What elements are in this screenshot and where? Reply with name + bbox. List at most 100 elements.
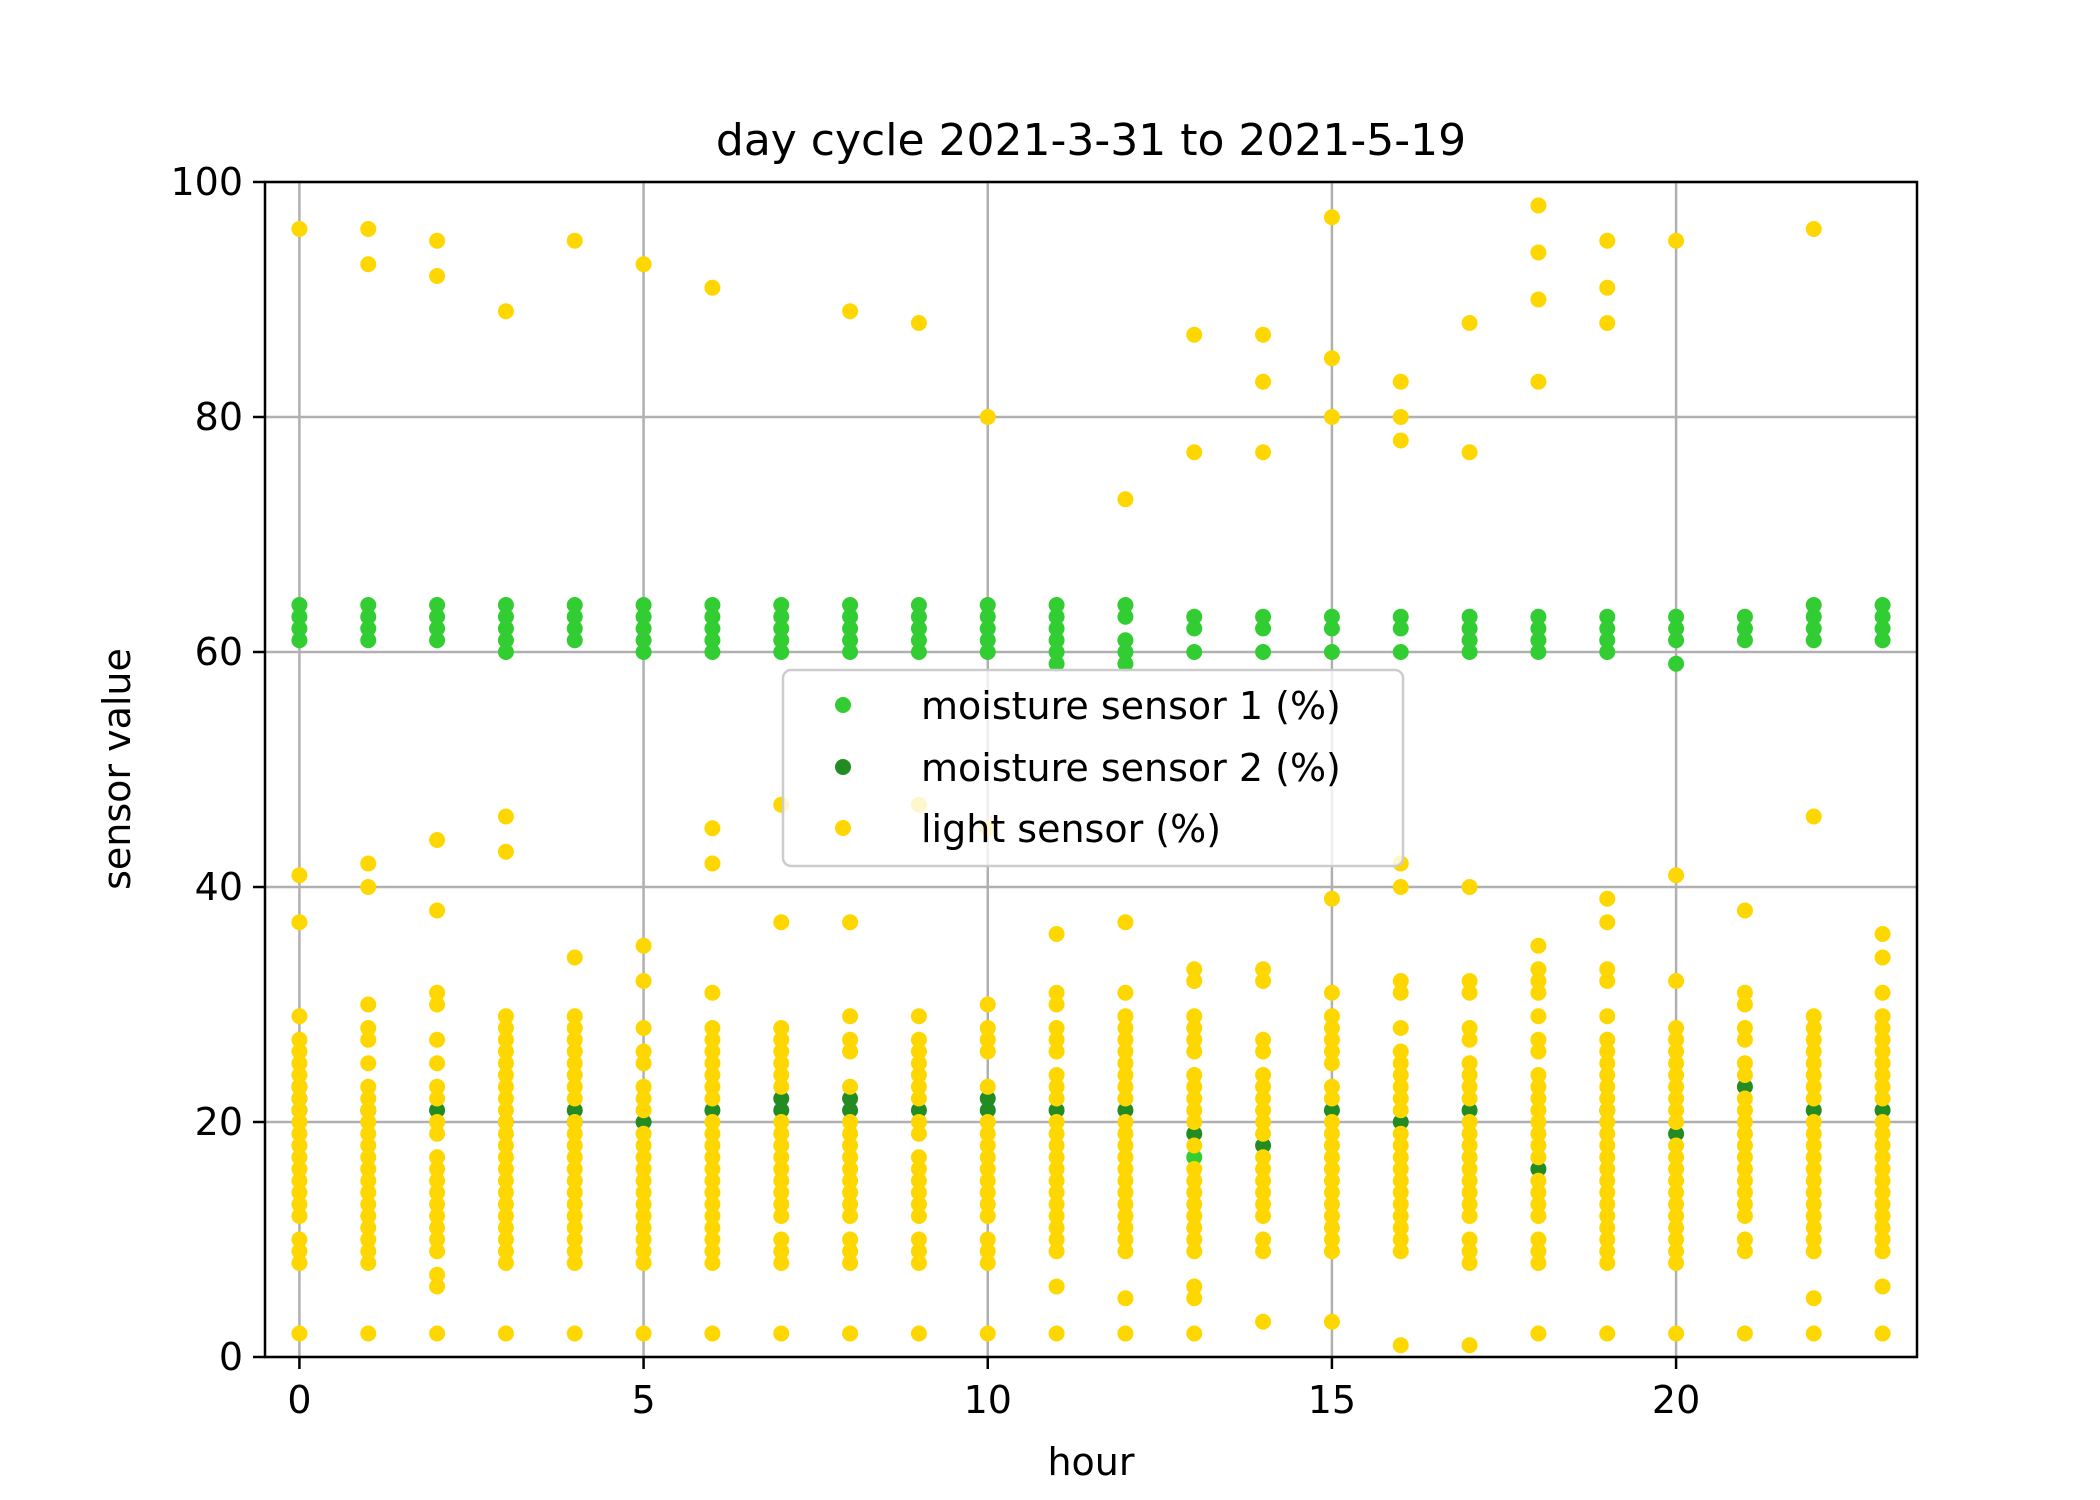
data-point xyxy=(1255,444,1272,461)
data-point xyxy=(1874,1125,1891,1142)
data-point xyxy=(1323,1208,1340,1224)
data-point xyxy=(1392,1219,1409,1236)
data-point xyxy=(360,1196,377,1213)
data-point xyxy=(291,1137,308,1154)
data-point xyxy=(497,1149,514,1166)
data-point xyxy=(1392,1337,1409,1354)
data-point xyxy=(979,1078,996,1095)
data-point xyxy=(360,256,377,273)
data-point xyxy=(360,1325,377,1342)
data-point xyxy=(1599,1219,1616,1236)
data-point xyxy=(1668,632,1685,649)
data-point xyxy=(910,1196,927,1213)
data-point xyxy=(1461,1102,1478,1119)
data-point xyxy=(360,1114,377,1130)
data-point xyxy=(773,1208,790,1224)
data-point xyxy=(1530,620,1547,637)
data-point xyxy=(1668,232,1685,249)
data-point xyxy=(497,1231,514,1248)
data-point xyxy=(1805,1067,1822,1083)
data-point xyxy=(360,1243,377,1260)
data-point xyxy=(773,1078,790,1095)
data-point xyxy=(1461,1125,1478,1142)
data-point xyxy=(1461,1172,1478,1189)
data-point xyxy=(1530,1196,1547,1213)
data-point xyxy=(1255,620,1272,637)
data-point xyxy=(704,1231,721,1248)
data-point xyxy=(704,1208,721,1224)
data-point xyxy=(1255,1031,1272,1048)
data-point xyxy=(635,1325,652,1342)
y-tick-label: 20 xyxy=(195,1100,243,1144)
data-point xyxy=(1530,973,1547,989)
data-point xyxy=(635,1184,652,1201)
data-point xyxy=(1461,1031,1478,1048)
data-point xyxy=(1255,1090,1272,1107)
data-point xyxy=(979,608,996,625)
data-point xyxy=(704,984,721,1001)
series-light-sensor xyxy=(291,197,1891,1354)
data-point xyxy=(291,620,308,637)
data-point xyxy=(1736,620,1753,637)
data-point xyxy=(1736,1102,1753,1119)
data-point xyxy=(773,1149,790,1166)
data-point xyxy=(979,597,996,613)
data-point xyxy=(1048,1078,1065,1095)
data-point xyxy=(1392,1043,1409,1060)
data-point xyxy=(635,1196,652,1213)
data-point xyxy=(360,1208,377,1224)
data-point xyxy=(1599,961,1616,978)
data-point xyxy=(1186,326,1203,343)
data-point xyxy=(1805,1172,1822,1189)
data-point xyxy=(842,644,859,660)
data-point xyxy=(291,1196,308,1213)
data-point xyxy=(497,1172,514,1189)
data-point xyxy=(842,632,859,649)
data-point xyxy=(1805,632,1822,649)
data-point xyxy=(1736,608,1753,625)
data-point xyxy=(910,1255,927,1271)
data-point xyxy=(1461,1090,1478,1107)
data-point xyxy=(1599,1184,1616,1201)
x-axis-label: hour xyxy=(1047,1440,1134,1484)
data-point xyxy=(1461,315,1478,331)
data-point xyxy=(1736,1149,1753,1166)
data-point xyxy=(773,1114,790,1130)
data-point xyxy=(1736,1078,1753,1095)
data-point xyxy=(566,608,583,625)
data-point xyxy=(1255,1208,1272,1224)
data-point xyxy=(1048,1125,1065,1142)
data-point xyxy=(1186,1196,1203,1213)
data-point xyxy=(1599,1125,1616,1142)
data-point xyxy=(979,1102,996,1119)
data-point xyxy=(1599,644,1616,660)
data-point xyxy=(1117,1325,1134,1342)
data-point xyxy=(1874,1196,1891,1213)
data-point xyxy=(1186,1243,1203,1260)
data-point xyxy=(1530,1243,1547,1260)
data-point xyxy=(1530,1137,1547,1154)
data-point xyxy=(1048,632,1065,649)
data-point xyxy=(979,1161,996,1177)
data-point xyxy=(842,620,859,637)
data-point xyxy=(1048,1219,1065,1236)
data-point xyxy=(1255,961,1272,978)
data-point xyxy=(1668,1325,1685,1342)
data-point xyxy=(1736,1137,1753,1154)
data-point xyxy=(291,1043,308,1060)
data-point xyxy=(497,1020,514,1036)
data-point xyxy=(1117,491,1134,508)
data-point xyxy=(704,1067,721,1083)
data-point xyxy=(842,914,859,931)
data-point xyxy=(1048,1137,1065,1154)
data-point xyxy=(1323,1020,1340,1036)
y-tick-label: 100 xyxy=(170,160,243,204)
data-point xyxy=(773,597,790,613)
data-point xyxy=(497,1043,514,1060)
data-point xyxy=(1186,1172,1203,1189)
data-point xyxy=(704,1184,721,1201)
data-point xyxy=(291,1208,308,1224)
data-point xyxy=(497,1008,514,1025)
data-point xyxy=(910,1078,927,1095)
